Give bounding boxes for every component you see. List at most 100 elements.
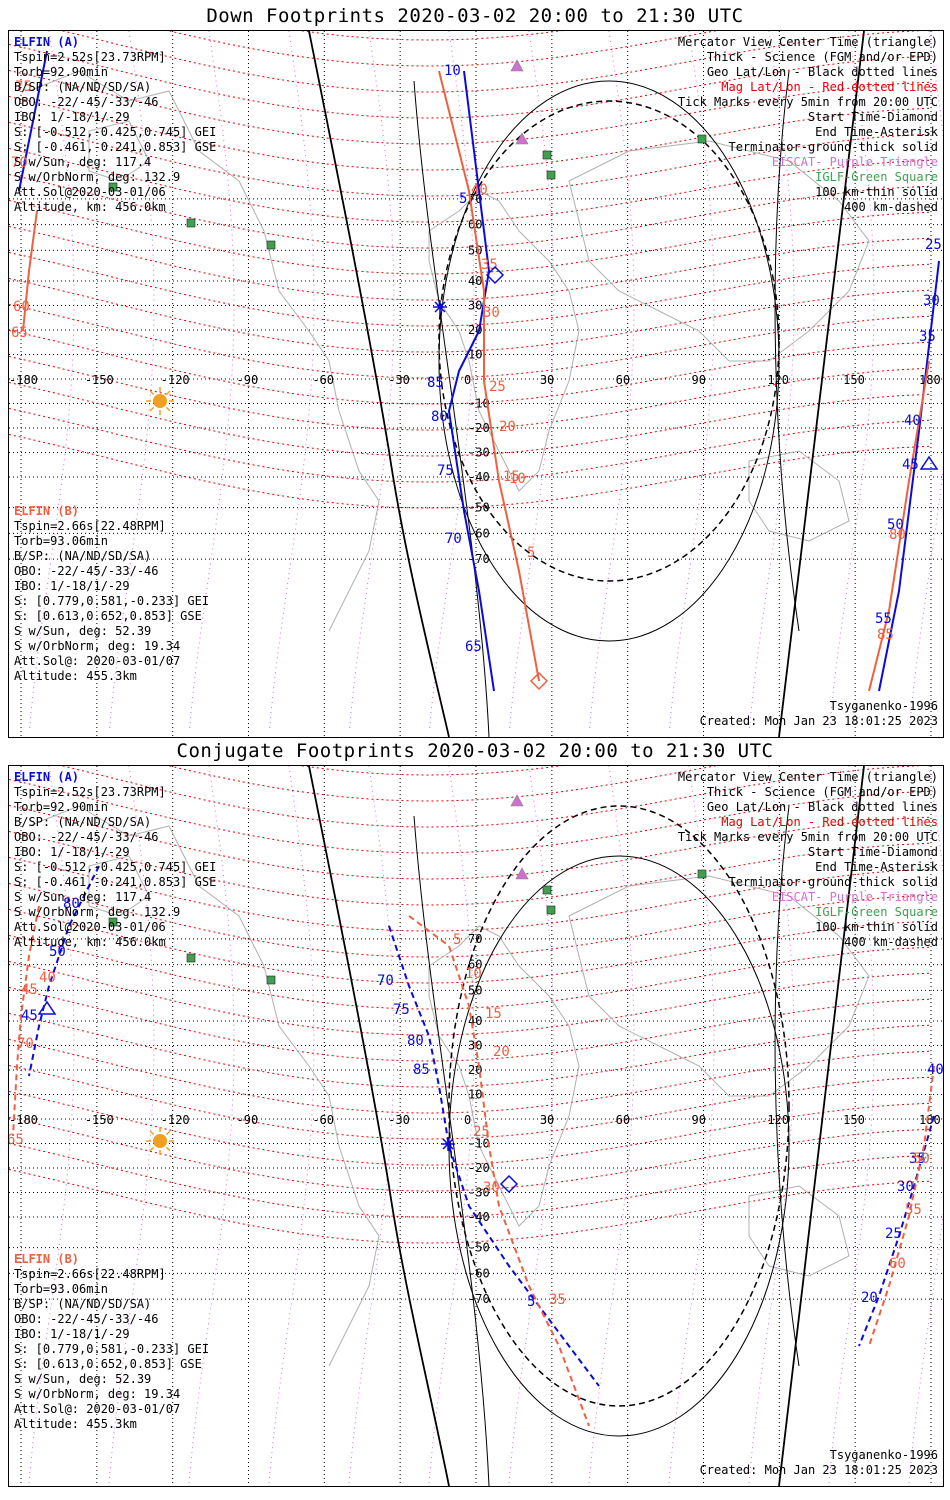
info-line: Tspin=2.66s[22.48RPM] [14, 1267, 166, 1281]
lon-label: -60 [312, 1113, 334, 1127]
sun-ray [149, 390, 155, 396]
start-diamond [499, 1174, 519, 1194]
lat-label: -40 [468, 470, 490, 484]
elfin-b-tick-label: 60 [889, 1256, 906, 1272]
elfin-b-track [438, 70, 540, 682]
info-line: Altitude, km: 456.0km [14, 200, 166, 214]
elfin-a-info: ELFIN (A) Tspin=2.52s[23.73RPM] Torb=92.… [14, 770, 216, 950]
elfin-b-tick-label: 80 [889, 527, 906, 543]
info-line: S: [-0.512,-0.425,0.745] GEI [14, 125, 217, 139]
info-line: S: [-0.512,-0.425,0.745] GEI [14, 860, 217, 874]
legend-item: Tick Marks every 5min from 20:00 UTC [677, 95, 938, 109]
legend-item: 100 km-thin solid [815, 920, 938, 934]
legend-item: End Time-Asterisk [815, 860, 938, 874]
created-label: Created: Mon Jan 23 18:01:25 2023 [699, 1463, 938, 1477]
legend-item: IGLF-Green Square [815, 905, 938, 919]
info-line: S w/Sun, deg: 52.39 [14, 1372, 152, 1386]
legend-item: Geo Lat/Lon - Black dotted lines [706, 65, 938, 79]
terminator-line [774, 70, 800, 632]
info-line: S w/OrbNorm, deg: 132.9 [14, 905, 181, 919]
elfin-a-tick-label: 75 [437, 463, 454, 479]
elfin-b-tick-label: 30 [483, 1180, 500, 1196]
elfin-a-tick-label: 5 [527, 1294, 535, 1310]
iglf-square [546, 170, 556, 180]
info-line: S w/Sun, deg: 52.39 [14, 624, 152, 638]
elfin-b-tick-label: 5 [453, 932, 461, 948]
elfin-a-tick-label: 45 [902, 457, 919, 473]
legend-item: 400 km-dashed [844, 200, 938, 214]
info-line: Att.Sol@2020-03-01/06 [14, 920, 166, 934]
elfin-a-tick-label: 70 [377, 973, 394, 989]
info-line: IBO: 1/-18/1/-29 [14, 1327, 130, 1341]
elfin-a-tick-label: 85 [427, 375, 444, 391]
elfin-b-info: ELFIN (B) Tspin=2.66s[22.48RPM] Torb=93.… [14, 504, 209, 684]
sun-ray [165, 406, 171, 412]
map-canvas-conjugate: -180 -150 -120 -90 -60 -30 0 30 60 90 120 150 180 70 6… [9, 766, 943, 1486]
map-panel-down: -180 -150 -120 -90 -60 -30 0 30 60 90 120 150 180 70 6… [8, 30, 944, 738]
coastline [568, 140, 870, 362]
terminator-line [413, 80, 490, 737]
elfin-a-tick-label: 75 [393, 1002, 410, 1018]
mag-lon-line [268, 766, 315, 1486]
lat-label: 40 [468, 274, 482, 288]
lat-label: 10 [468, 1088, 482, 1102]
lon-label: -150 [85, 1113, 114, 1127]
elfin-b-tick-label: 15 [485, 1006, 502, 1022]
sun-ray [149, 406, 155, 412]
lon-label: 60 [616, 373, 630, 387]
elfin-a-tick-label: 50 [49, 944, 66, 960]
mag-lat-line [9, 304, 930, 379]
panel-title-down: Down Footprints 2020-03-02 20:00 to 21:3… [206, 5, 744, 27]
elfin-b-tick-label: 70 [11, 155, 28, 171]
lat-label: -60 [468, 1266, 490, 1280]
elfin-a-track [878, 260, 940, 692]
info-line: OBO: -22/-45/-33/-46 [14, 830, 159, 844]
lon-label: -90 [237, 1113, 259, 1127]
info-line: Altitude: 455.3km [14, 1417, 137, 1431]
iglf-square [697, 869, 707, 879]
lat-label: 30 [468, 299, 482, 313]
iglf-square [542, 150, 552, 160]
elfin-b-tick-label: 35 [549, 1292, 566, 1308]
lon-label: -180 [9, 1113, 38, 1127]
sun-ray [165, 1146, 171, 1152]
lat-label: -50 [468, 1241, 490, 1255]
oval-400km [448, 805, 790, 1407]
info-line: Altitude: 455.3km [14, 669, 137, 683]
legend-item: Mag Lat/Lon - Red dotted lines [721, 815, 938, 829]
iglf-square [186, 218, 196, 228]
elfin-a-tick-label: 30 [923, 293, 940, 309]
legend-item: Geo Lat/Lon - Black dotted lines [706, 800, 938, 814]
mag-lat-line [9, 252, 930, 327]
elfin-b-track [408, 915, 590, 1427]
iglf-square [108, 182, 118, 192]
lat-label: 50 [468, 243, 482, 257]
lon-label: 90 [692, 373, 706, 387]
lon-label: 150 [843, 1113, 865, 1127]
lon-label: -90 [237, 373, 259, 387]
info-line: IBO: 1/-18/1/-29 [14, 845, 130, 859]
elfin-b-track [12, 905, 40, 1137]
elfin-b-tick-label: 25 [473, 1124, 490, 1140]
elfin-b-tick-label: 45 [21, 982, 38, 998]
info-line: S: [-0.461,-0.241,0.853] GSE [14, 140, 217, 154]
footer-right: Tsyganenko-1996 Created: Mon Jan 23 18:0… [700, 1448, 938, 1478]
mag-lat-line [9, 330, 930, 405]
elfin-a-track [447, 70, 495, 692]
lon-label: -30 [388, 373, 410, 387]
elfin-b-tick-label: 40 [471, 182, 488, 198]
center-triangle [37, 1000, 57, 1015]
map-canvas-down: -180 -150 -120 -90 -60 -30 0 30 60 90 120 150 180 70 6… [9, 31, 943, 737]
lon-label: 0 [464, 1113, 471, 1127]
coastline [568, 875, 870, 1097]
iglf-square [108, 917, 118, 927]
elfin-b-track [868, 1065, 935, 1347]
elfin-b-tick-label: 70 [17, 1036, 34, 1052]
elfin-b-tick-label: 35 [481, 257, 498, 273]
lon-label: 120 [767, 373, 789, 387]
elfin-a-tick-label: 5 [459, 191, 467, 207]
info-line: B/SP: (NA/ND/SD/SA) [14, 80, 152, 94]
lon-label: 150 [843, 373, 865, 387]
legend-item: Terminator-ground-thick solid [728, 140, 938, 154]
elfin-a-tick-label: 35 [909, 1151, 926, 1167]
